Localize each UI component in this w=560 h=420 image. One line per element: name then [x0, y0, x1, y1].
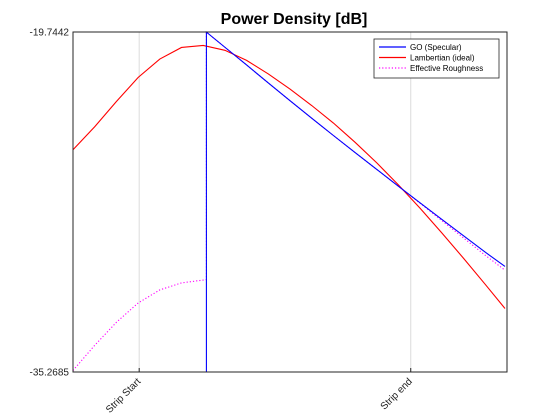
y-tick-label-0: -35.2685 — [30, 368, 70, 379]
legend-label-1: Lambertian (ideal) — [410, 54, 475, 63]
plot-area — [73, 32, 507, 372]
legend: GO (Specular) Lambertian (ideal)Effective… — [373, 38, 500, 79]
series-line-effective-roughness — [72, 30, 506, 371]
grid-lines — [138, 32, 412, 372]
legend-box — [373, 38, 500, 79]
legend-label-2: Effective Roughness — [410, 64, 483, 73]
legend-label-0: GO (Specular) — [410, 43, 462, 52]
y-tick-label-1: -19.7442 — [30, 28, 70, 39]
series-line-go-specular — [205, 30, 506, 373]
chart-title: Power Density [dB] — [221, 11, 368, 28]
series-line-lambertian-ideal — [72, 44, 506, 309]
plot-frame — [72, 31, 508, 373]
series-layer — [72, 30, 506, 373]
